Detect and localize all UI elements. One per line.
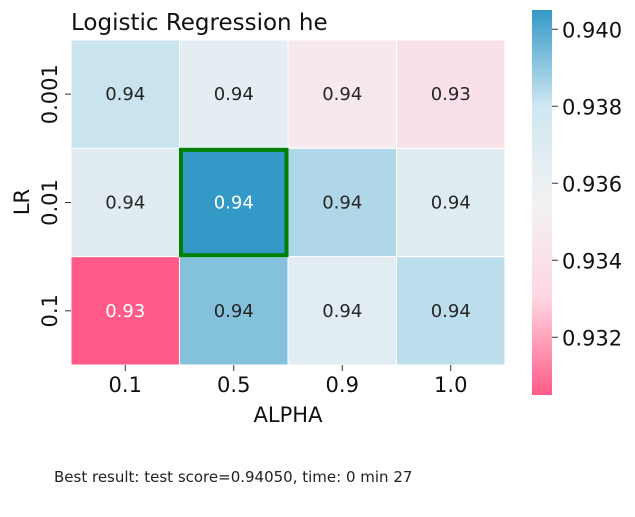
heatmap-cell bbox=[70, 147, 180, 258]
colorbar-gradient bbox=[532, 10, 552, 395]
y-tick-label: 0.1 bbox=[38, 294, 62, 327]
x-axis-label: ALPHA bbox=[254, 403, 324, 427]
cell-value-label: 0.94 bbox=[431, 301, 471, 322]
colorbar-tick-label: 0.932 bbox=[562, 326, 622, 350]
y-tick-label: 0.001 bbox=[38, 64, 62, 124]
x-tick-label: 0.1 bbox=[109, 373, 142, 397]
y-axis-ticks: 0.001 0.01 0.1 bbox=[38, 64, 71, 328]
cell-value-label: 0.94 bbox=[105, 84, 145, 105]
colorbar-tick-label: 0.940 bbox=[562, 18, 622, 42]
cell-value-label: 0.94 bbox=[214, 193, 254, 214]
cell-value-label: 0.94 bbox=[322, 301, 362, 322]
heatmap-cell bbox=[179, 256, 289, 366]
x-axis-ticks: 0.1 0.5 0.9 1.0 bbox=[109, 365, 467, 397]
heatmap-cell bbox=[287, 39, 397, 149]
y-tick-label: 0.01 bbox=[38, 179, 62, 226]
x-tick-label: 0.9 bbox=[326, 373, 359, 397]
heatmap-cell bbox=[70, 39, 180, 149]
cell-value-label: 0.94 bbox=[214, 301, 254, 322]
heatmap-cell bbox=[396, 147, 506, 258]
cell-value-label: 0.94 bbox=[322, 84, 362, 105]
x-tick-label: 1.0 bbox=[434, 373, 467, 397]
heatmap-cells bbox=[70, 39, 506, 366]
colorbar-tick-label: 0.936 bbox=[562, 172, 622, 196]
heatmap-cell bbox=[396, 39, 506, 149]
colorbar: 0.932 0.934 0.936 0.938 0.940 bbox=[532, 10, 622, 395]
best-cell-outline bbox=[179, 147, 289, 258]
best-result-text: Best result: test score=0.94050, time: 0… bbox=[54, 468, 413, 486]
cell-value-label: 0.93 bbox=[105, 301, 145, 322]
x-tick-label: 0.5 bbox=[217, 373, 250, 397]
chart-title: Logistic Regression he bbox=[71, 10, 328, 36]
cell-value-label: 0.94 bbox=[105, 193, 145, 214]
y-axis-label: LR bbox=[10, 189, 34, 215]
heatmap-cell bbox=[179, 147, 289, 258]
heatmap-cell bbox=[396, 256, 506, 366]
colorbar-tick-label: 0.938 bbox=[562, 95, 622, 119]
cell-value-label: 0.94 bbox=[431, 193, 471, 214]
best-cell-highlight bbox=[179, 147, 289, 258]
cell-value-label: 0.93 bbox=[431, 84, 471, 105]
cell-value-label: 0.94 bbox=[322, 193, 362, 214]
cell-value-label: 0.94 bbox=[214, 84, 254, 105]
heatmap-cell bbox=[179, 39, 289, 149]
heatmap-cell-labels: 0.94 0.94 0.94 0.93 0.94 0.94 0.94 0.94 0.93 0.94… bbox=[105, 84, 471, 322]
colorbar-tick-label: 0.934 bbox=[562, 249, 622, 273]
